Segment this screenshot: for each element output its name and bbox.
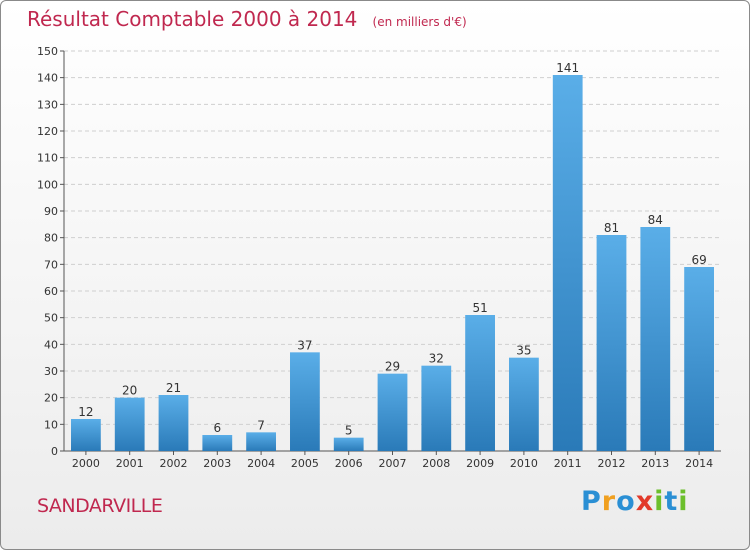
value-label-2005: 37 [297, 338, 312, 352]
x-tick-label-2002: 2002 [160, 457, 188, 470]
bar-2009 [465, 315, 495, 451]
bar-2001 [114, 397, 145, 451]
y-tick-label: 50 [44, 312, 58, 325]
title-row: Résultat Comptable 2000 à 2014 (en milli… [27, 7, 467, 31]
x-tick-label-2004: 2004 [247, 457, 275, 470]
value-label-2003: 6 [213, 421, 221, 435]
y-tick-label: 60 [44, 285, 58, 298]
y-tick-label: 0 [51, 445, 58, 458]
chart-subtitle: (en milliers d'€) [372, 15, 467, 29]
logo-letter: t [664, 486, 679, 517]
bar-2013 [640, 227, 671, 451]
bar-2011 [552, 75, 583, 451]
bar-2008 [421, 365, 452, 451]
x-tick-label-2008: 2008 [422, 457, 450, 470]
value-label-2011: 141 [556, 61, 579, 75]
y-tick-label: 40 [44, 338, 58, 351]
value-label-2007: 29 [385, 360, 400, 374]
value-label-2001: 20 [122, 384, 137, 398]
bar-2010 [509, 357, 539, 451]
y-tick-label: 10 [44, 418, 58, 431]
y-tick-label: 110 [37, 152, 58, 165]
x-tick-label-2003: 2003 [203, 457, 231, 470]
y-tick-label: 20 [44, 392, 58, 405]
value-label-2008: 32 [429, 352, 444, 366]
bars [71, 75, 714, 451]
logo-letter: i [678, 486, 689, 517]
x-tick-label-2000: 2000 [72, 457, 100, 470]
value-label-2000: 12 [78, 405, 93, 419]
x-tick-label-2014: 2014 [685, 457, 713, 470]
y-tick-label: 150 [37, 45, 58, 58]
bar-2012 [596, 235, 627, 451]
bar-2002 [158, 395, 189, 451]
x-tick-label-2012: 2012 [598, 457, 626, 470]
logo-letter: i [654, 486, 665, 517]
logo-letter: r [601, 486, 617, 517]
value-label-2014: 69 [691, 253, 706, 267]
bar-2000 [71, 419, 101, 451]
bar-2005 [290, 352, 320, 451]
x-tick-label-2009: 2009 [466, 457, 494, 470]
bar-2006 [333, 437, 364, 451]
y-tick-label: 130 [37, 98, 58, 111]
x-tick-label-2005: 2005 [291, 457, 319, 470]
logo-letter: x [635, 486, 655, 517]
proxiti-logo: Proxiti [581, 486, 689, 517]
chart-title: Résultat Comptable 2000 à 2014 [27, 7, 358, 31]
bar-2007 [377, 373, 408, 451]
x-tick-label-2013: 2013 [641, 457, 669, 470]
y-tick-label: 100 [37, 178, 58, 191]
y-tick-label: 30 [44, 365, 58, 378]
value-label-2002: 21 [166, 381, 181, 395]
value-label-2009: 51 [472, 301, 487, 315]
value-label-2013: 84 [648, 213, 663, 227]
bar-2003 [202, 435, 233, 451]
value-label-2006: 5 [345, 424, 353, 438]
city-name: SANDARVILLE [37, 495, 163, 517]
y-tick-label: 70 [44, 258, 58, 271]
x-tick-label-2006: 2006 [335, 457, 363, 470]
logo-letter: o [616, 486, 636, 517]
x-tick-label-2010: 2010 [510, 457, 538, 470]
y-tick-label: 140 [37, 72, 58, 85]
value-label-2004: 7 [257, 418, 265, 432]
y-tick-label: 80 [44, 232, 58, 245]
bar-2014 [684, 267, 714, 451]
x-tick-label-2001: 2001 [116, 457, 144, 470]
value-label-2010: 35 [516, 344, 531, 358]
y-tick-label: 120 [37, 125, 58, 138]
labels: 0 10 20 30 40 50 60 70 80 90 100 110 120 130 140 150 12 2… [37, 45, 713, 470]
x-tick-label-2007: 2007 [379, 457, 407, 470]
value-label-2012: 81 [604, 221, 619, 235]
y-tick-label: 90 [44, 205, 58, 218]
logo-letter: P [581, 486, 602, 517]
x-tick-label-2011: 2011 [554, 457, 582, 470]
bar-2004 [246, 432, 276, 451]
